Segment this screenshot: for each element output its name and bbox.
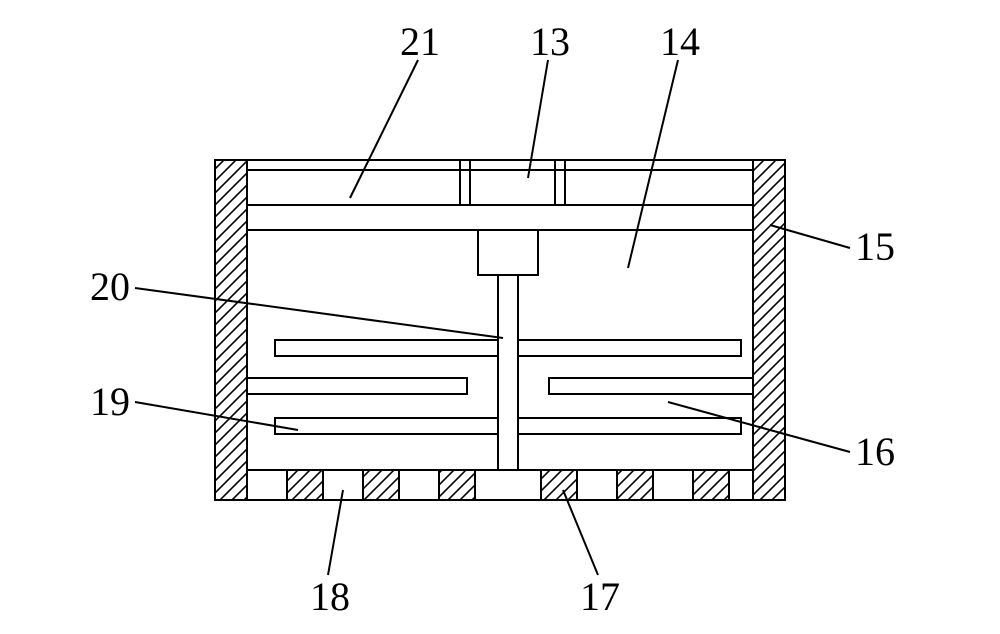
rotor-blade-0	[275, 340, 498, 356]
slot-hatched-1	[287, 470, 323, 500]
motor-block	[478, 230, 538, 275]
slot-hatched-11	[693, 470, 729, 500]
label-17: 17	[580, 574, 620, 619]
stator-blade-0	[247, 378, 467, 394]
label-21: 21	[400, 19, 440, 64]
rotor-blade-3	[518, 418, 741, 434]
cover-plate	[247, 205, 753, 230]
slot-hatched-7	[541, 470, 577, 500]
slot-hatched-3	[363, 470, 399, 500]
stator-blade-1	[549, 378, 753, 394]
wall-right	[753, 160, 785, 500]
label-20: 20	[90, 264, 130, 309]
label-16: 16	[855, 429, 895, 474]
label-15: 15	[855, 224, 895, 269]
rotor-blade-1	[518, 340, 741, 356]
slot-hatched-9	[617, 470, 653, 500]
label-19: 19	[90, 379, 130, 424]
shaft-top	[498, 275, 518, 470]
wall-left	[215, 160, 247, 500]
slot-hatched-5	[439, 470, 475, 500]
label-18: 18	[310, 574, 350, 619]
label-14: 14	[660, 19, 700, 64]
rotor-blade-2	[275, 418, 498, 434]
leader-18	[328, 490, 343, 575]
leader-17	[563, 490, 598, 575]
label-13: 13	[530, 19, 570, 64]
